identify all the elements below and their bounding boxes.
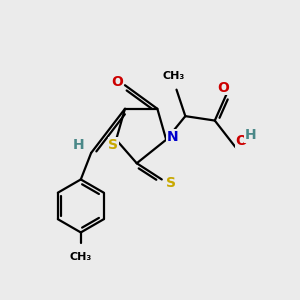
Text: O: O (235, 134, 247, 148)
Text: N: N (166, 130, 178, 144)
Text: H: H (73, 138, 85, 152)
Text: H: H (244, 128, 256, 142)
Text: O: O (111, 75, 123, 89)
Text: CH₃: CH₃ (162, 71, 185, 81)
Text: S: S (108, 138, 118, 152)
Text: O: O (218, 81, 230, 94)
Text: CH₃: CH₃ (70, 252, 92, 262)
Text: S: S (166, 176, 176, 190)
